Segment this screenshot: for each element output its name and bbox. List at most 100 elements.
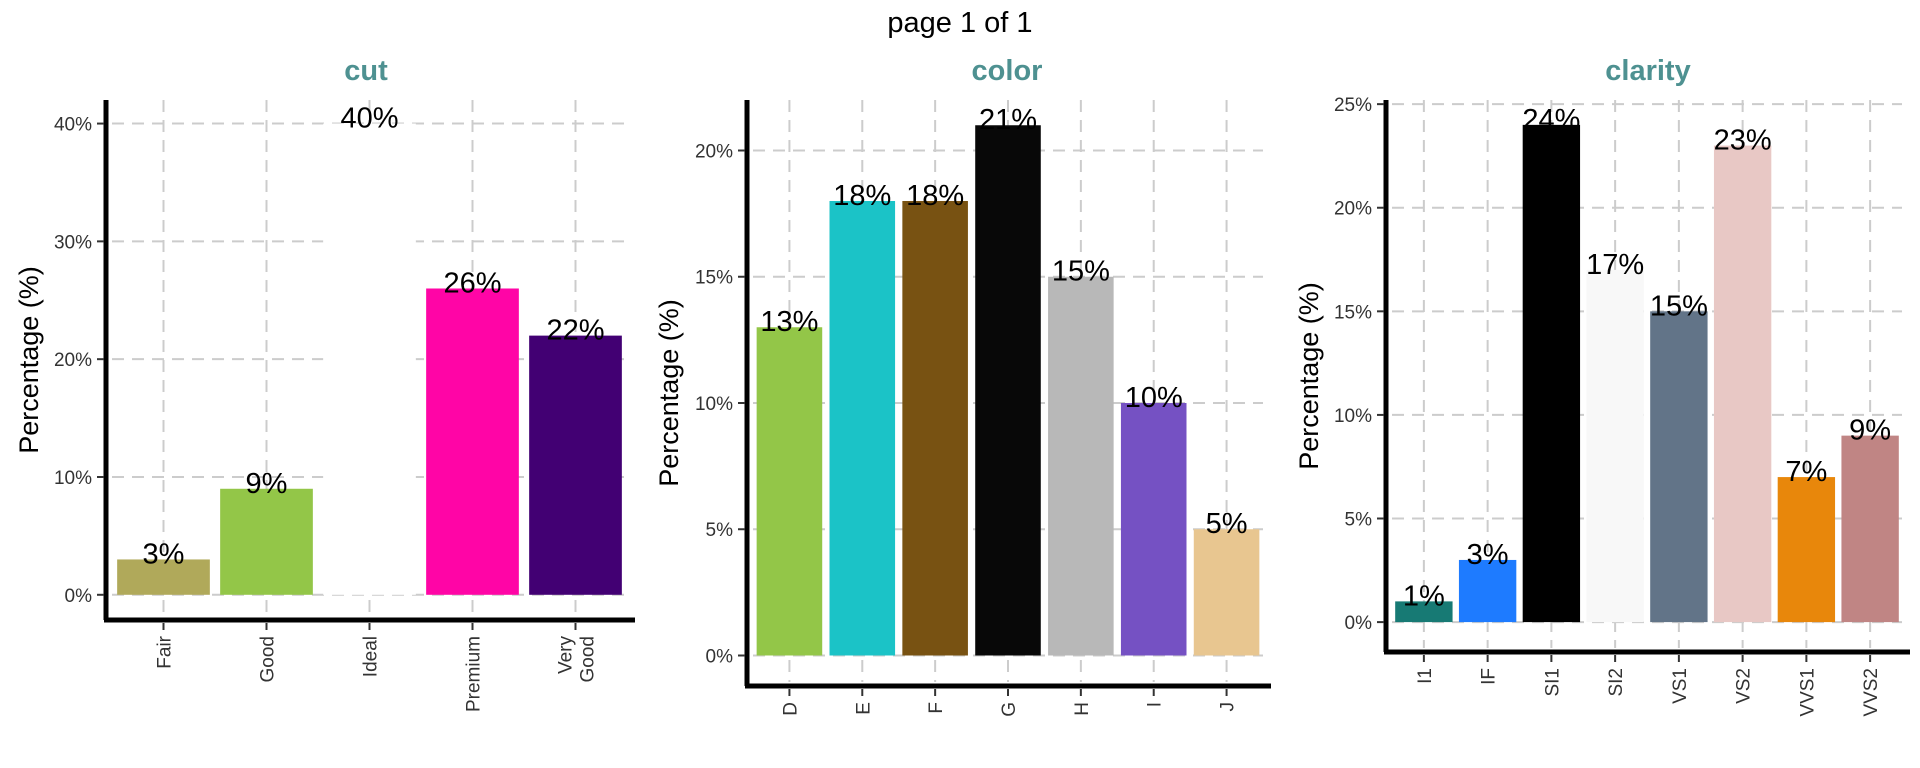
x-tick-label: I bbox=[1145, 702, 1166, 707]
x-tick-label-line: G bbox=[999, 702, 1020, 717]
data-label: 18% bbox=[906, 180, 964, 212]
data-label: 7% bbox=[1785, 456, 1827, 488]
x-tick-label: VVS2 bbox=[1861, 668, 1882, 717]
y-tick-label: 40% bbox=[54, 115, 92, 136]
y-tick-label: 0% bbox=[706, 646, 734, 667]
data-label: 5% bbox=[1206, 508, 1248, 540]
x-tick-label: SI1 bbox=[1542, 668, 1563, 697]
x-tick-label: H bbox=[1072, 702, 1093, 716]
y-tick-label: 10% bbox=[54, 468, 92, 489]
bar-si2 bbox=[1586, 269, 1644, 623]
bar-premium bbox=[426, 288, 519, 595]
x-tick-label-line: I bbox=[1145, 702, 1166, 707]
x-tick-label-line: IF bbox=[1479, 668, 1500, 685]
x-tick-label-line: SI1 bbox=[1542, 668, 1563, 697]
page-title: page 1 of 1 bbox=[887, 7, 1032, 39]
data-label: 15% bbox=[1650, 290, 1708, 322]
y-tick-label: 5% bbox=[706, 520, 734, 541]
bar-if bbox=[1458, 559, 1517, 623]
chart-panel-cut: cut Percentage (%) 3% 9% 40% 26% 22% 0% 10% 20% 30… bbox=[14, 55, 635, 712]
data-label: 13% bbox=[760, 306, 818, 338]
x-tick-label: Ideal bbox=[361, 636, 382, 677]
x-tick-label: VS2 bbox=[1734, 668, 1755, 704]
bar-good bbox=[220, 488, 313, 595]
data-label: 22% bbox=[546, 315, 604, 347]
bar-f bbox=[902, 200, 968, 656]
chart-panel-color: color Percentage (%) 13% 18% 18% 21% 15% 10% 5% 0… bbox=[654, 55, 1271, 717]
panel-title: clarity bbox=[1605, 55, 1690, 87]
bar-i1 bbox=[1395, 601, 1453, 623]
bar-i bbox=[1120, 402, 1187, 656]
data-label: 18% bbox=[833, 180, 891, 212]
x-tick-label: VeryGood bbox=[556, 636, 599, 683]
x-tick-label-line: I1 bbox=[1415, 668, 1436, 684]
data-label: 3% bbox=[1467, 539, 1509, 571]
x-tick-label-line: E bbox=[853, 702, 874, 715]
data-label: 21% bbox=[979, 104, 1037, 136]
x-tick-label: D bbox=[780, 702, 801, 716]
x-tick-label: E bbox=[853, 702, 874, 715]
x-tick-label-line: VS2 bbox=[1734, 668, 1755, 704]
bar-ideal bbox=[323, 123, 416, 595]
y-tick-label: 0% bbox=[1345, 613, 1373, 634]
data-label: 10% bbox=[1125, 382, 1183, 414]
y-tick-label: 10% bbox=[695, 394, 733, 415]
panel-title: cut bbox=[344, 55, 388, 87]
bar-vvs1 bbox=[1777, 477, 1836, 623]
y-tick-label: 20% bbox=[1334, 199, 1372, 220]
y-tick-label: 25% bbox=[1334, 95, 1372, 116]
x-tick-label: Fair bbox=[155, 635, 176, 668]
y-axis-label: Percentage (%) bbox=[1294, 282, 1324, 470]
y-axis-label: Percentage (%) bbox=[654, 299, 684, 487]
bar-vvs2 bbox=[1841, 435, 1899, 623]
chart-panels: cut Percentage (%) 3% 9% 40% 26% 22% 0% 10% 20% 30… bbox=[14, 55, 1910, 717]
bar-si1 bbox=[1522, 124, 1581, 623]
x-tick-label-line: H bbox=[1072, 702, 1093, 716]
x-tick-label-line: SI2 bbox=[1606, 668, 1627, 697]
x-tick-label: Good bbox=[258, 636, 279, 682]
x-tick-label-line: VS1 bbox=[1670, 668, 1691, 704]
y-tick-label: 5% bbox=[1345, 510, 1373, 531]
x-tick-label: VVS1 bbox=[1797, 668, 1818, 717]
bar-vs1 bbox=[1650, 311, 1708, 623]
y-tick-label: 30% bbox=[54, 232, 92, 253]
x-tick-label-line: Premium bbox=[464, 636, 485, 712]
x-tick-label: G bbox=[999, 702, 1020, 717]
x-tick-label: VS1 bbox=[1670, 668, 1691, 704]
data-label: 9% bbox=[246, 468, 288, 500]
data-label: 3% bbox=[143, 538, 185, 570]
data-label: 15% bbox=[1052, 256, 1110, 288]
bar-fair bbox=[117, 559, 210, 595]
x-tick-label-line: Good bbox=[258, 636, 279, 682]
y-tick-label: 15% bbox=[1334, 302, 1372, 323]
x-tick-label: IF bbox=[1479, 668, 1500, 685]
bar-very-good bbox=[529, 335, 622, 595]
x-tick-label-line: D bbox=[780, 702, 801, 716]
x-tick-label-line: Very bbox=[556, 636, 577, 675]
panel-title: color bbox=[972, 55, 1043, 87]
x-tick-label-line: VVS1 bbox=[1797, 668, 1818, 717]
bar-h bbox=[1048, 276, 1114, 656]
x-tick-label-line: F bbox=[926, 702, 947, 714]
data-label: 23% bbox=[1714, 125, 1772, 157]
x-tick-label: J bbox=[1218, 702, 1239, 712]
data-label: 17% bbox=[1586, 249, 1644, 281]
bar-e bbox=[829, 200, 896, 656]
x-tick-label: I1 bbox=[1415, 668, 1436, 684]
data-label: 40% bbox=[340, 103, 398, 135]
bar-d bbox=[756, 327, 823, 656]
data-label: 26% bbox=[443, 267, 501, 299]
y-tick-label: 20% bbox=[54, 350, 92, 371]
bar-g bbox=[975, 125, 1041, 656]
y-tick-label: 15% bbox=[695, 268, 733, 289]
x-tick-label-line: VVS2 bbox=[1861, 668, 1882, 717]
y-tick-label: 10% bbox=[1334, 406, 1372, 427]
x-tick-label-line: J bbox=[1218, 702, 1239, 712]
data-label: 1% bbox=[1403, 580, 1445, 612]
data-label: 9% bbox=[1849, 415, 1891, 447]
x-tick-label: Premium bbox=[464, 636, 485, 712]
data-label: 24% bbox=[1522, 104, 1580, 136]
x-tick-label: F bbox=[926, 702, 947, 714]
